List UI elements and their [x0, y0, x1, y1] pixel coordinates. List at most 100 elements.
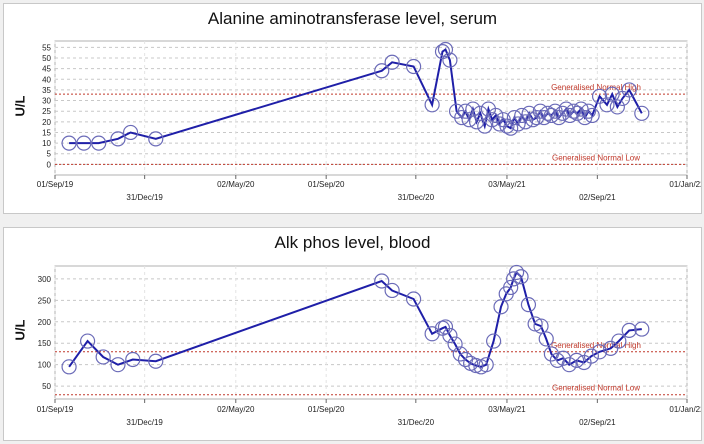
data-point: [540, 105, 556, 121]
data-point: [122, 124, 139, 141]
x-tick-label: 01/Sep/20: [308, 405, 345, 414]
data-point: [452, 346, 468, 362]
x-tick-label: 31/Dec/19: [126, 193, 163, 202]
data-point: [125, 351, 141, 368]
y-tick-label: 0: [47, 160, 52, 169]
data-point: [621, 322, 637, 338]
data-point: [591, 344, 608, 360]
x-tick-label: 01/Sep/19: [37, 180, 74, 189]
data-point: [584, 107, 600, 124]
data-point: [374, 63, 390, 79]
data-point: [527, 316, 543, 332]
data-point: [569, 352, 585, 368]
y-tick-label: 15: [42, 128, 51, 137]
y-tick-label: 200: [38, 318, 52, 327]
data-point: [478, 357, 494, 373]
y-tick-label: 50: [42, 382, 51, 391]
data-point: [61, 359, 77, 375]
data-point: [110, 357, 126, 373]
reference-line-label: Generalised Normal High: [551, 83, 641, 92]
y-tick-label: 5: [47, 150, 52, 159]
y-tick-label: 150: [38, 339, 52, 348]
data-point: [437, 319, 454, 335]
data-point: [634, 105, 650, 121]
data-point: [609, 99, 625, 115]
data-point: [374, 273, 390, 289]
data-point: [503, 279, 519, 296]
alk-phos-chart-plot: 50 100 150 200 250 300 01/Sep/19 31/Dec/19 02/Ma…: [37, 264, 701, 427]
data-point: [561, 357, 577, 373]
data-point: [110, 131, 126, 147]
x-tick-label: 01/Sep/19: [37, 405, 74, 414]
data-point: [543, 107, 560, 124]
y-tick-label: 55: [42, 43, 51, 52]
data-point: [384, 282, 400, 299]
data-point: [517, 114, 534, 130]
data-point: [604, 86, 620, 102]
x-tick-label: 02/Sep/21: [579, 418, 616, 427]
data-point: [503, 120, 519, 136]
data-point: [634, 321, 650, 337]
data-point: [148, 353, 164, 369]
y-tick-label: 10: [42, 139, 51, 148]
data-point: [554, 105, 571, 121]
data-point: [493, 299, 509, 315]
x-tick-label: 01/Sep/20: [308, 180, 345, 189]
reference-line-label: Generalised Normal Low: [552, 384, 640, 393]
data-point: [621, 82, 637, 98]
data-point: [148, 131, 164, 147]
y-tick-label: 100: [38, 361, 52, 370]
data-point: [76, 135, 92, 151]
alt-chart-panel: Alanine aminotransferase level, serum U/…: [3, 3, 702, 214]
x-tick-label: 31/Dec/20: [398, 193, 435, 202]
x-tick-label: 01/Jan/22: [669, 405, 701, 414]
data-point: [533, 318, 549, 334]
x-tick-label: 31/Dec/20: [398, 418, 435, 427]
data-point: [508, 264, 525, 281]
data-point: [580, 103, 597, 119]
y-tick-label: 250: [38, 296, 52, 305]
y-tick-label: 25: [42, 107, 51, 116]
data-point: [538, 331, 554, 347]
y-tick-label: 20: [42, 118, 51, 127]
data-point: [384, 54, 400, 70]
alk-phos-chart-panel: Alk phos level, blood U/L 50 100 150 200 250…: [3, 227, 702, 441]
chart-title: Alanine aminotransferase level, serum: [207, 9, 498, 28]
data-point: [442, 52, 458, 68]
y-tick-label: 40: [42, 75, 51, 84]
data-point: [468, 357, 484, 374]
plot-area: [54, 265, 688, 400]
x-tick-label: 02/May/20: [217, 180, 255, 189]
x-tick-label: 03/May/21: [488, 405, 526, 414]
y-tick-label: 35: [42, 86, 51, 95]
chart-title: Alk phos level, blood: [274, 233, 431, 252]
x-tick-label: 31/Dec/19: [126, 418, 163, 427]
data-point: [569, 105, 585, 121]
y-tick-label: 30: [42, 97, 51, 106]
y-tick-label: 50: [42, 54, 51, 63]
data-point: [491, 116, 508, 132]
data-point: [424, 97, 440, 113]
data-point: [442, 327, 458, 344]
y-tick-label: 45: [42, 65, 51, 74]
data-point: [437, 41, 454, 58]
data-point: [513, 269, 529, 285]
y-tick-label: 300: [38, 275, 52, 284]
data-point: [91, 135, 107, 151]
data-point: [447, 336, 463, 352]
data-point: [457, 103, 474, 119]
data-point: [486, 333, 502, 349]
data-point: [406, 58, 422, 75]
data-point: [95, 349, 111, 365]
x-tick-label: 02/Sep/21: [579, 193, 616, 202]
data-point: [468, 114, 485, 130]
x-tick-label: 02/May/20: [217, 405, 255, 414]
data-point: [80, 333, 96, 349]
data-point: [611, 333, 627, 349]
x-tick-label: 03/May/21: [488, 180, 526, 189]
series-line: [68, 270, 642, 368]
data-point: [599, 97, 615, 113]
data-point: [520, 297, 537, 313]
data-point: [583, 348, 600, 364]
